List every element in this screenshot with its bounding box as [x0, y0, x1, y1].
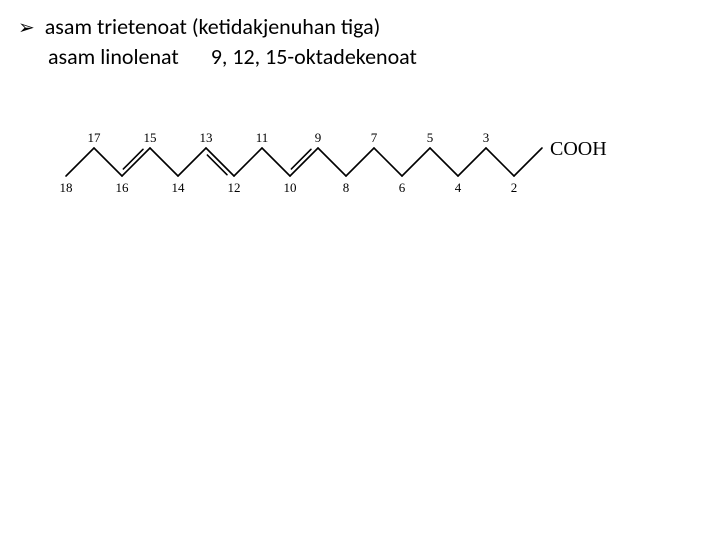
bond-segment — [122, 148, 150, 176]
carbon-label-16: 16 — [116, 180, 130, 195]
bond-segment — [346, 148, 374, 176]
text-block: ➢ asam trietenoat (ketidakjenuhan tiga) … — [18, 12, 417, 72]
carbon-label-14: 14 — [172, 180, 186, 195]
carbon-label-13: 13 — [200, 130, 213, 145]
carbon-label-2: 2 — [511, 180, 518, 195]
carbon-label-18: 18 — [60, 180, 73, 195]
carbon-label-5: 5 — [427, 130, 434, 145]
iupac-name: 9, 12, 15-oktadekenoat — [211, 43, 417, 70]
carbon-label-11: 11 — [256, 130, 269, 145]
title-text-1: asam trietenoat (ketidakjenuhan tiga) — [45, 12, 381, 42]
carbon-label-12: 12 — [228, 180, 241, 195]
bond-segment — [514, 148, 542, 176]
bond-segment — [318, 148, 346, 176]
bond-segment — [430, 148, 458, 176]
bond-segment — [486, 148, 514, 176]
carbon-label-8: 8 — [343, 180, 350, 195]
title-line-2: asam linolenat 9, 12, 15-oktadekenoat — [48, 42, 417, 72]
bond-segment — [150, 148, 178, 176]
bond-segment — [290, 148, 318, 176]
bond-segment — [66, 148, 94, 176]
bond-segment — [94, 148, 122, 176]
double-bond-segment — [123, 149, 143, 169]
carbon-label-6: 6 — [399, 180, 406, 195]
bond-segment — [178, 148, 206, 176]
carbon-label-3: 3 — [483, 130, 490, 145]
bullet-icon: ➢ — [18, 15, 35, 42]
double-bond-segment — [207, 155, 227, 175]
structure-diagram: 17 15 13 11 9 7 5 3 18 16 14 12 10 8 6 4 2 COOH — [60, 110, 660, 200]
double-bond-segment — [291, 149, 311, 169]
carbon-label-7: 7 — [371, 130, 378, 145]
bond-segment — [402, 148, 430, 176]
carbon-label-4: 4 — [455, 180, 462, 195]
carbon-label-15: 15 — [144, 130, 157, 145]
slide: ➢ asam trietenoat (ketidakjenuhan tiga) … — [0, 0, 720, 540]
carbon-label-9: 9 — [315, 130, 322, 145]
title-line-1: ➢ asam trietenoat (ketidakjenuhan tiga) — [18, 12, 417, 42]
bond-segment — [458, 148, 486, 176]
cooh-label: COOH — [550, 138, 607, 160]
skeletal-formula-svg: 17 15 13 11 9 7 5 3 18 16 14 12 10 8 6 4 2 COOH — [60, 110, 660, 200]
compound-name: asam linolenat — [48, 43, 179, 70]
carbon-label-17: 17 — [88, 130, 102, 145]
carbon-label-10: 10 — [284, 180, 297, 195]
bond-segment — [234, 148, 262, 176]
bond-segment — [374, 148, 402, 176]
bond-segment — [262, 148, 290, 176]
bond-segment — [206, 148, 234, 176]
